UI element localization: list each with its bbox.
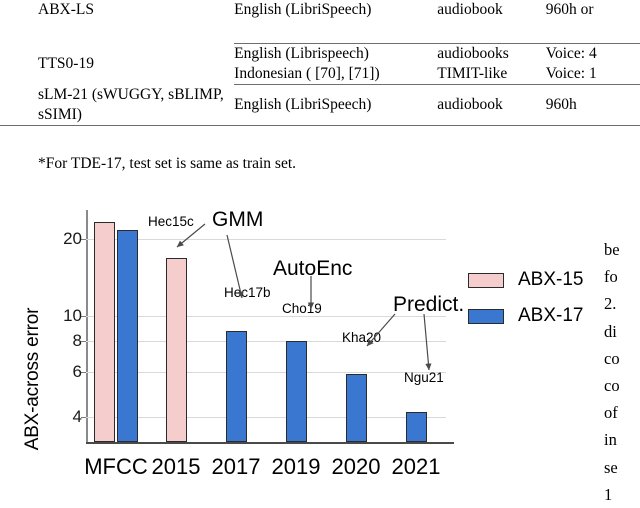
body-text-line: be: [604, 240, 620, 259]
abx-error-bar-chart: ABX-across error 4 6 8 10 20 Hec15c Hec17b Cho…: [0, 190, 520, 490]
body-text-line: in: [604, 430, 617, 450]
chart-gridline: [86, 372, 446, 374]
chart-bar: [225, 331, 247, 442]
chart-annotation-gmm: GMM: [212, 208, 264, 231]
chart-gridline: [86, 239, 446, 241]
legend-swatch-abx-15: [468, 272, 504, 288]
body-text-column: be fo 2. di co co of in se 1: [604, 236, 640, 508]
chart-bar: [94, 222, 115, 442]
chart-x-tick-label: MFCC: [84, 454, 148, 479]
chart-bar: [405, 411, 427, 442]
body-text-line: 2.: [604, 294, 617, 314]
legend-label: ABX-15: [518, 269, 584, 290]
table-row: ABX-LS English (LibriSpeech) audiobook 9…: [0, 0, 640, 20]
body-text-line: of: [604, 403, 618, 423]
chart-x-tick-label: 2020: [331, 454, 381, 479]
table-cell-type: audiobook: [437, 1, 503, 18]
table-spacer-row: [0, 20, 640, 44]
table-cell-name: TTS0-19: [38, 55, 94, 73]
table-cell-type: TIMIT-like: [437, 64, 546, 85]
chart-x-tick-label: 2015: [151, 454, 201, 479]
table-cell-duration: Voice: 4: [545, 43, 640, 65]
chart-point-label: Ngu21: [404, 369, 444, 385]
table-spacer-cell: [0, 20, 234, 44]
chart-x-axis-line: [86, 442, 454, 444]
table-cell-type: audiobooks: [437, 43, 546, 65]
table-cell-type: audiobook: [437, 84, 546, 127]
chart-y-tick-label: 20: [63, 229, 82, 249]
chart-y-tick-label: 10: [63, 305, 82, 325]
chart-y-tickmark: [81, 239, 86, 241]
chart-gridline: [86, 315, 446, 317]
chart-annotation-autoenc: AutoEnc: [273, 257, 353, 280]
legend-item[interactable]: ABX-17: [468, 298, 583, 334]
chart-y-tickmark: [81, 372, 86, 374]
chart-y-tick-label: 6: [72, 362, 82, 382]
chart-y-axis-line: [86, 210, 88, 442]
chart-y-tick-label: 4: [72, 407, 82, 427]
chart-y-tickmark: [81, 417, 86, 419]
body-text-line: co: [604, 348, 620, 368]
table-spacer-cell: [234, 20, 437, 44]
legend-swatch-abx-17: [468, 308, 504, 324]
chart-bar: [345, 374, 367, 442]
chart-plot-area: 4 6 8 10 20 Hec15c Hec17b Cho19 Kha20 Ngu21 MFCC…: [63, 210, 454, 479]
chart-y-tickmark: [81, 315, 86, 317]
table-row: TTS0-19 English (Librispeech) audiobooks…: [0, 43, 640, 72]
table-spacer-cell: [546, 20, 640, 44]
chart-point-label: Cho19: [282, 300, 322, 316]
table: ABX-LS English (LibriSpeech) audiobook 9…: [0, 0, 640, 127]
table-cell-duration: 960h or: [545, 1, 594, 18]
chart-x-tick-label: 2021: [391, 454, 441, 479]
chart-gridline: [86, 417, 446, 419]
body-text-line: fo: [604, 267, 618, 287]
table-cell-duration: 960h: [545, 84, 640, 127]
table-cell-name: sLM-21 (sWUGGY, sBLIMP, sSIMI): [0, 84, 235, 127]
table-row: Indonesian ( [70], [71]) TIMIT-like Voic…: [0, 64, 640, 85]
table-spacer-cell: [437, 20, 546, 44]
table-cell-language: Indonesian ( [70], [71]): [234, 64, 438, 85]
chart-x-tick-label: 2017: [211, 454, 261, 479]
table-cell-language: English (LibriSpeech): [234, 1, 372, 18]
chart-x-tick-label: 2019: [271, 454, 321, 479]
chart-legend: ABX-15 ABX-17: [468, 262, 583, 334]
table-cell-duration: Voice: 1: [545, 64, 640, 85]
legend-label: ABX-17: [518, 305, 584, 326]
table-cell-name: ABX-LS: [38, 1, 94, 18]
legend-item[interactable]: ABX-15: [468, 262, 583, 298]
table-row: sLM-21 (sWUGGY, sBLIMP, sSIMI) English (…: [0, 84, 640, 127]
chart-point-label: Hec15c: [148, 214, 194, 230]
chart-bar: [285, 340, 307, 442]
chart-annotation-predict: Predict.: [393, 293, 465, 316]
body-text-line: se: [604, 457, 618, 477]
chart-gridline: [86, 340, 446, 342]
chart-point-label: Kha20: [342, 330, 382, 346]
body-text-line: 1: [604, 484, 613, 504]
chart-y-tick-label: 8: [72, 330, 82, 350]
chart-bar: [117, 229, 138, 442]
table-cell-language: English (Librispeech): [234, 43, 438, 65]
body-text-line: di: [604, 321, 617, 341]
chart-bar: [165, 258, 187, 442]
chart-point-label: Hec17b: [224, 285, 271, 301]
chart-y-tickmark: [81, 340, 86, 342]
table-footnote: *For TDE-17, test set is same as train s…: [38, 155, 297, 172]
benchmark-table: ABX-LS English (LibriSpeech) audiobook 9…: [0, 0, 640, 150]
body-text-line: co: [604, 376, 620, 396]
table-cell-language: English (LibriSpeech): [234, 84, 438, 127]
